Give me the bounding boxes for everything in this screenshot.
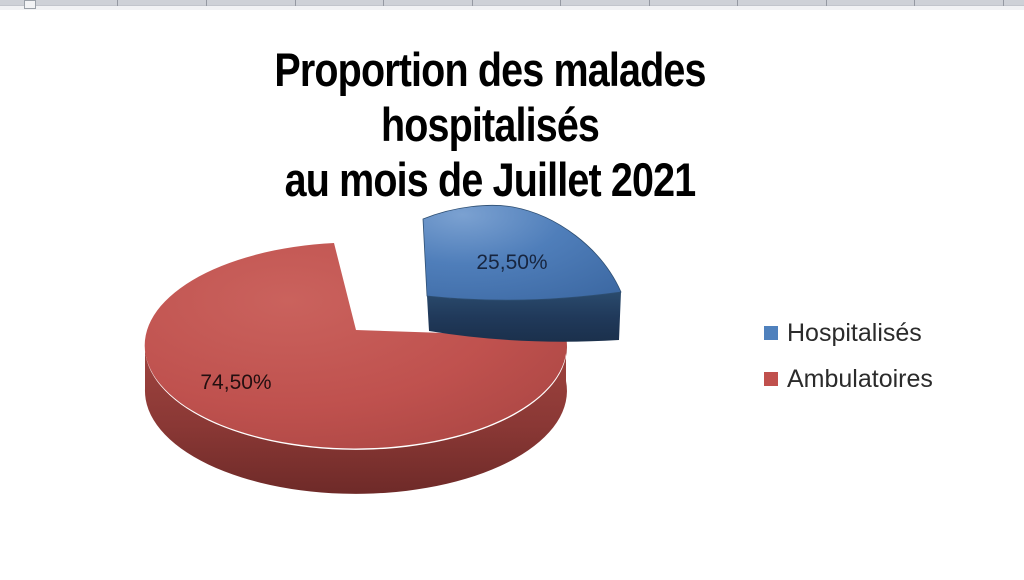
ruler-tick	[826, 0, 827, 7]
legend-label-hospitalises: Hospitalisés	[787, 318, 922, 347]
chart-title-line-1: Proportion des malades hospitalisés	[274, 43, 706, 151]
ruler-tick	[560, 0, 561, 7]
ruler-tick	[206, 0, 207, 7]
pie-slice-hospitalises[interactable]	[422, 204, 622, 301]
legend-swatch-ambulatoires	[764, 372, 778, 386]
pie-slice-hospitalises-side[interactable]	[427, 292, 621, 342]
legend-label-ambulatoires: Ambulatoires	[787, 364, 933, 393]
pie-slice-ambulatoires[interactable]	[144, 243, 567, 449]
legend-item-ambulatoires[interactable]: Ambulatoires	[764, 364, 933, 394]
page-corner-icon	[24, 0, 36, 9]
ruler-tick	[649, 0, 650, 7]
pie-slice-ambulatoires-side[interactable]	[144, 337, 567, 494]
chart-title-line-2: au mois de Juillet 2021	[284, 153, 697, 206]
data-label-hospitalises[interactable]: 25,50%	[476, 251, 547, 274]
ruler-tick	[117, 0, 118, 7]
legend-swatch-hospitalises	[764, 326, 778, 340]
ruler-tick	[472, 0, 473, 7]
legend-item-hospitalises[interactable]: Hospitalisés	[764, 318, 933, 348]
ruler-tick	[737, 0, 738, 7]
ruler-tick	[1003, 0, 1004, 7]
chart-legend: Hospitalisés Ambulatoires	[764, 318, 933, 410]
ruler-tick	[295, 0, 296, 7]
chart-title[interactable]: Proportion des malades hospitalisés au m…	[196, 42, 784, 207]
ruler-tick	[383, 0, 384, 7]
ruler-tick	[914, 0, 915, 7]
ruler-strip-shadow	[0, 6, 1024, 10]
data-label-ambulatoires[interactable]: 74,50%	[200, 371, 271, 394]
